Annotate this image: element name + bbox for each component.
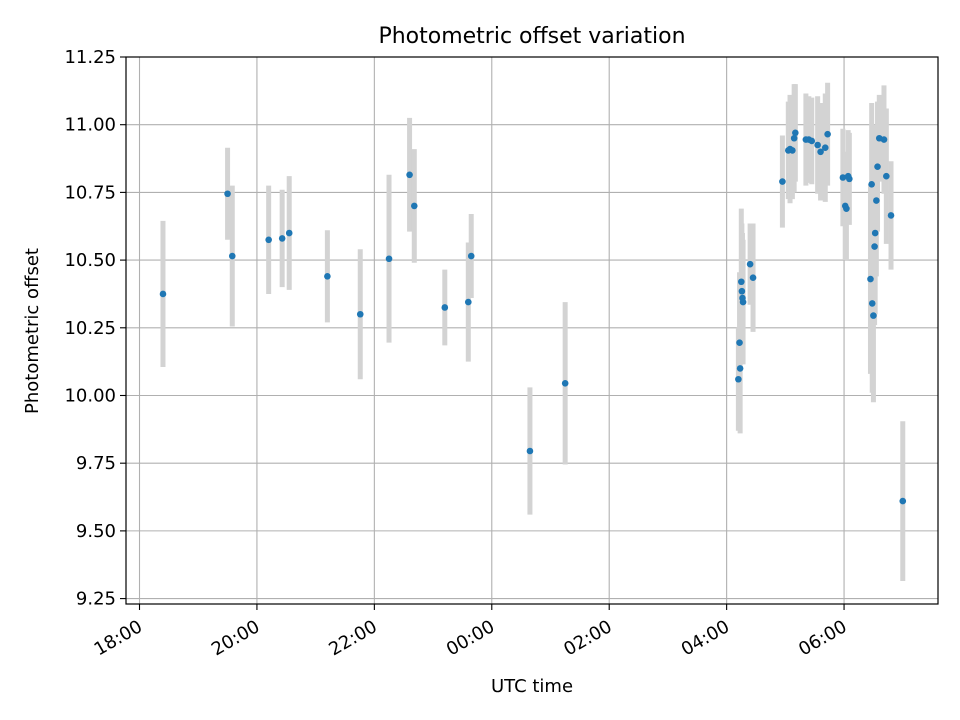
data-point [749, 274, 757, 281]
data-point [824, 130, 831, 138]
data-point [843, 205, 850, 212]
data-point [899, 497, 907, 505]
data-point [789, 147, 796, 154]
data-point [817, 148, 824, 156]
data-point [324, 273, 331, 280]
data-point [839, 174, 847, 181]
data-point [406, 171, 413, 179]
data-point [738, 287, 746, 295]
data-point [735, 375, 742, 383]
y-tick-label: 11.25 [64, 47, 116, 68]
data-point [467, 252, 475, 260]
data-point [821, 144, 829, 152]
y-tick-label: 9.50 [76, 521, 116, 542]
data-point [561, 380, 569, 387]
data-point [790, 134, 798, 142]
chart-title: Photometric offset variation [378, 24, 685, 49]
data-point [410, 202, 418, 210]
data-point [883, 172, 890, 180]
y-axis: 9.25 9.50 9.75 10.00 10.25 10.50 10.75 11.00 11.… [64, 47, 126, 610]
data-point [228, 252, 236, 260]
data-point [224, 190, 231, 198]
data-point [868, 180, 875, 188]
data-point [870, 312, 877, 319]
data-point [887, 212, 895, 219]
x-axis-label: UTC time [491, 676, 573, 697]
data-point [285, 229, 293, 237]
data-point [871, 229, 879, 237]
data-point [873, 197, 880, 204]
data-point [792, 129, 799, 137]
data-point [464, 298, 472, 306]
y-axis-label: Photometric offset [22, 248, 43, 414]
data-point [814, 141, 821, 149]
y-tick-label: 9.75 [76, 453, 116, 474]
data-point [441, 304, 449, 311]
data-point [808, 137, 816, 145]
data-point [880, 136, 888, 143]
data-point [356, 310, 364, 318]
data-point [739, 298, 747, 306]
y-tick-label: 10.00 [64, 385, 116, 406]
data-point [385, 255, 393, 263]
data-point [736, 339, 743, 346]
data-point [746, 260, 754, 268]
y-tick-label: 9.25 [76, 589, 116, 610]
data-point [736, 365, 744, 372]
data-point [871, 243, 878, 250]
data-point [159, 290, 167, 298]
data-point [265, 236, 272, 244]
data-point [868, 300, 876, 307]
data-point [278, 235, 286, 242]
y-tick-label: 11.00 [64, 115, 116, 136]
data-point [779, 178, 786, 185]
y-tick-label: 10.50 [64, 250, 116, 271]
plot-frame [125, 56, 939, 605]
data-point [867, 275, 874, 283]
data-point [874, 163, 881, 170]
y-tick-label: 10.25 [64, 318, 116, 339]
data-point [738, 278, 745, 286]
data-point [846, 175, 853, 183]
data-points [159, 129, 907, 505]
y-tick-label: 10.75 [64, 182, 116, 203]
data-point [526, 447, 534, 455]
